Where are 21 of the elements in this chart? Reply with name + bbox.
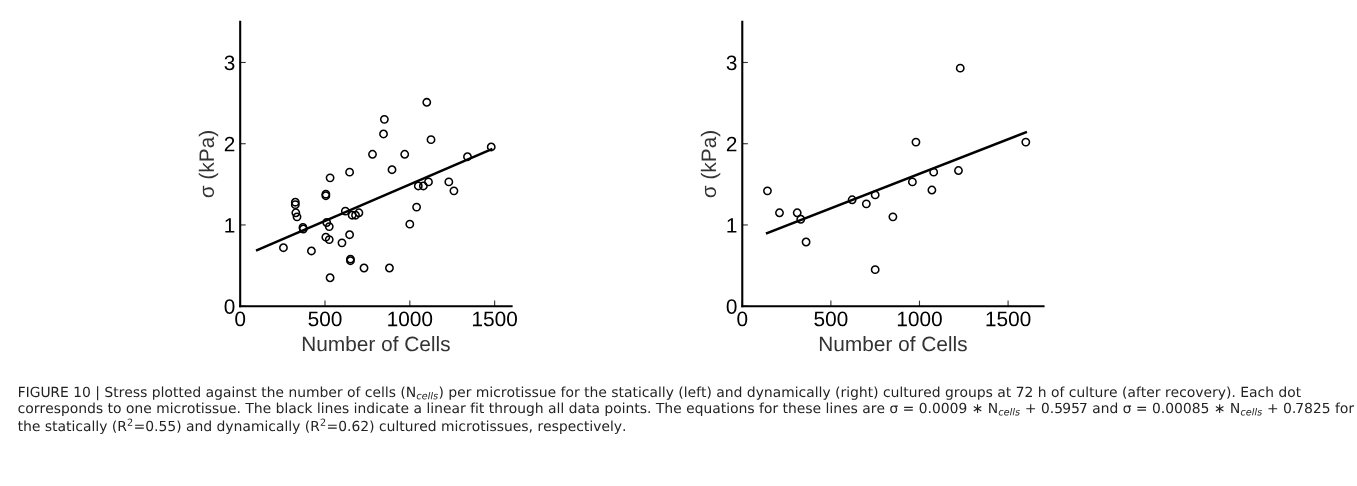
y-tick-label: 1 bbox=[225, 218, 235, 233]
y-tick-label: 2 bbox=[726, 136, 737, 152]
text: FIGURE 10 | Stress plotted against the number of cells (N$_{cells}$) per microtissue for the statically (left) and dynamically (right) cultured groups at 72 h of culture (after recovery). Each dot corresponds to one microtissue. The black lines indicate a linear fit through all data points. The equations for these lines are σ = 0.0009 ∗ N$_{cells}$ + 0.5957 and σ = 0.00085 ∗ N$_{cells}$ + 0.7825 for the statically (R$^{2}$=0.55) and dynamically (R$^{2}$=0.62) cultured microtissues, respectively. bbox=[18, 386, 1355, 434]
y-axis-title: σ (kPa) bbox=[700, 131, 721, 198]
x-tick-label: 1500 bbox=[473, 311, 517, 327]
y-tick-label: 3 bbox=[726, 55, 737, 71]
x-tick-label: 0 bbox=[737, 311, 748, 327]
x-tick-label: 500 bbox=[308, 311, 342, 327]
x-tick-label: 1000 bbox=[897, 311, 942, 327]
y-tick-label: 3 bbox=[224, 55, 235, 71]
y-tick-label: 0 bbox=[726, 299, 737, 314]
y-tick-label: 2 bbox=[224, 136, 235, 152]
y-tick-label: 0 bbox=[224, 299, 235, 314]
x-tick-label: 1500 bbox=[986, 311, 1031, 327]
x-tick-label: 500 bbox=[814, 311, 848, 327]
x-axis-title: Number of Cells bbox=[302, 336, 450, 352]
x-tick-label: 0 bbox=[235, 311, 246, 327]
x-axis-title: Number of Cells bbox=[819, 336, 967, 352]
x-tick-label: 1000 bbox=[388, 311, 433, 327]
y-axis-title: σ (kPa) bbox=[198, 131, 219, 198]
y-tick-label: 1 bbox=[727, 218, 737, 233]
